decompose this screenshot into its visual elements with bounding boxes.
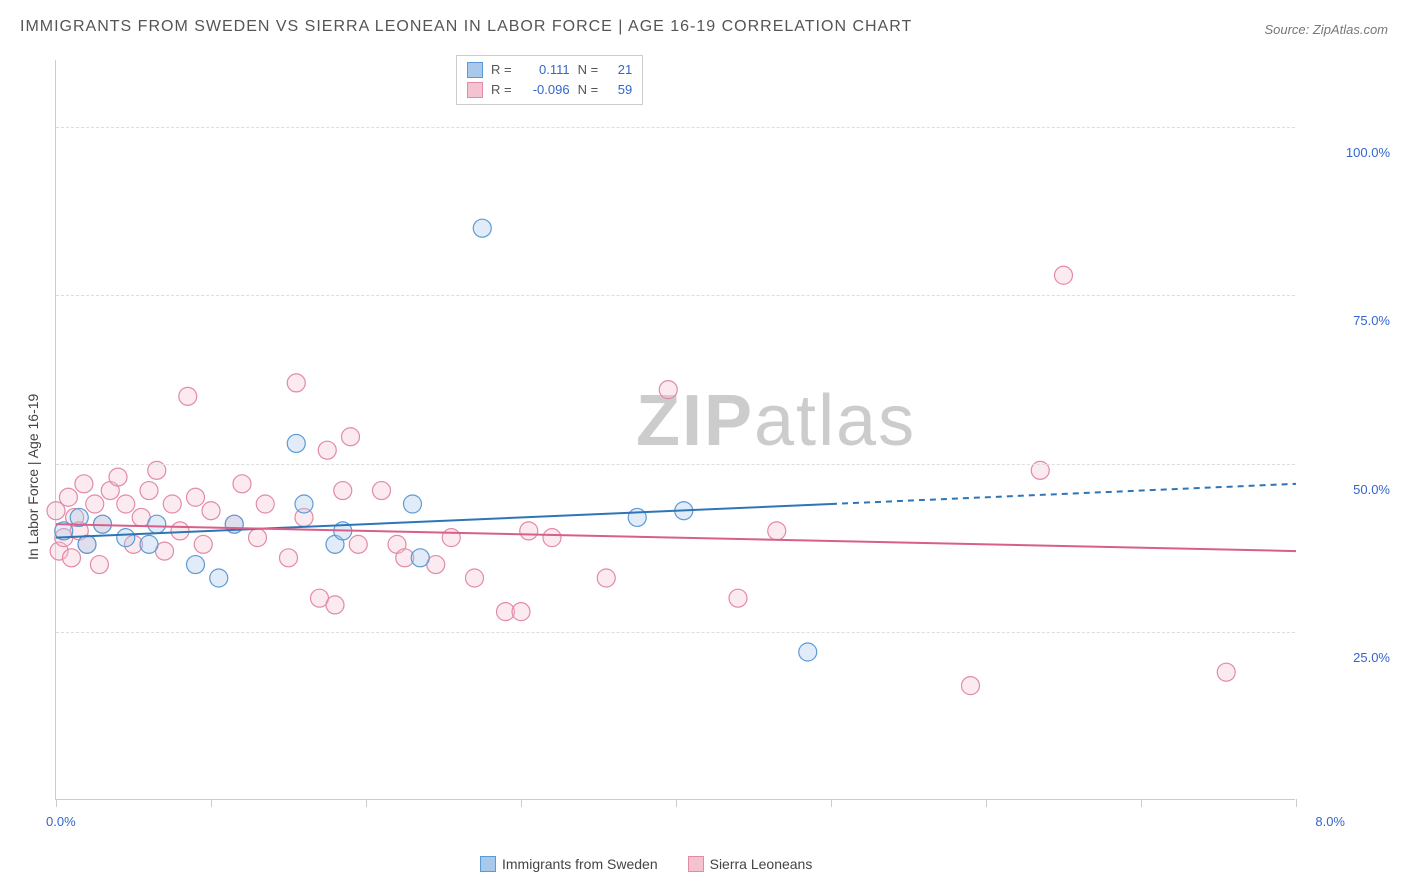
x-tick [831,799,832,807]
r-label-1: R = [491,80,512,100]
x-tick [366,799,367,807]
data-point [466,569,484,587]
data-point [512,603,530,621]
legend-label-1: Sierra Leoneans [710,856,813,872]
legend-stats-row-0: R = 0.111 N = 21 [467,60,632,80]
x-min-label: 0.0% [46,814,76,829]
data-point [179,387,197,405]
legend-series: Immigrants from Sweden Sierra Leoneans [480,856,812,872]
data-point [86,495,104,513]
y-tick-label: 100.0% [1310,145,1390,160]
grid-line [56,295,1295,296]
r-label-0: R = [491,60,512,80]
x-tick [56,799,57,807]
n-label-1: N = [578,80,599,100]
data-point [202,502,220,520]
data-point [295,495,313,513]
legend-swatch-0 [480,856,496,872]
x-tick [986,799,987,807]
data-point [411,549,429,567]
data-point [287,374,305,392]
data-point [287,434,305,452]
data-point [442,529,460,547]
data-point [63,549,81,567]
y-axis-title: In Labor Force | Age 16-19 [25,394,41,560]
data-point [75,475,93,493]
n-value-1: 59 [606,80,632,100]
y-tick-label: 50.0% [1310,482,1390,497]
x-tick [1141,799,1142,807]
x-tick [676,799,677,807]
data-point [163,495,181,513]
data-point [543,529,561,547]
data-point [233,475,251,493]
data-point [59,488,77,506]
data-point [171,522,189,540]
data-point [962,677,980,695]
x-max-label: 8.0% [1315,814,1345,829]
data-point [1055,266,1073,284]
y-tick-label: 25.0% [1310,650,1390,665]
data-point [140,535,158,553]
data-point [334,482,352,500]
data-point [520,522,538,540]
n-value-0: 21 [606,60,632,80]
data-point [109,468,127,486]
data-point [326,596,344,614]
data-point [473,219,491,237]
source-attribution: Source: ZipAtlas.com [1264,22,1388,37]
legend-label-0: Immigrants from Sweden [502,856,658,872]
legend-stats: R = 0.111 N = 21 R = -0.096 N = 59 [456,55,643,105]
x-tick [521,799,522,807]
data-point [117,529,135,547]
regression-line [56,524,1296,551]
data-point [148,515,166,533]
data-point [256,495,274,513]
data-point [78,535,96,553]
legend-item-1: Sierra Leoneans [688,856,813,872]
r-value-0: 0.111 [520,60,570,80]
data-point [140,482,158,500]
x-tick [1296,799,1297,807]
data-point [210,569,228,587]
data-point [318,441,336,459]
data-point [90,556,108,574]
r-value-1: -0.096 [520,80,570,100]
data-point [280,549,298,567]
swatch-series-0 [467,62,483,78]
data-point [404,495,422,513]
data-point [799,643,817,661]
grid-line [56,632,1295,633]
data-point [249,529,267,547]
data-point [342,428,360,446]
grid-line [56,464,1295,465]
data-point [373,482,391,500]
x-tick [211,799,212,807]
plot-area: ZIPatlas R = 0.111 N = 21 R = -0.096 N =… [55,60,1295,800]
data-point [1217,663,1235,681]
data-point [349,535,367,553]
data-point [194,535,212,553]
grid-line [56,127,1295,128]
data-point [768,522,786,540]
data-point [187,556,205,574]
chart-title: IMMIGRANTS FROM SWEDEN VS SIERRA LEONEAN… [20,18,912,36]
data-point [597,569,615,587]
legend-stats-row-1: R = -0.096 N = 59 [467,80,632,100]
n-label-0: N = [578,60,599,80]
data-point [659,381,677,399]
data-point [187,488,205,506]
swatch-series-1 [467,82,483,98]
chart-svg [56,60,1295,799]
legend-item-0: Immigrants from Sweden [480,856,658,872]
regression-line-extrapolated [831,484,1296,504]
data-point [729,589,747,607]
y-tick-label: 75.0% [1310,313,1390,328]
legend-swatch-1 [688,856,704,872]
data-point [117,495,135,513]
